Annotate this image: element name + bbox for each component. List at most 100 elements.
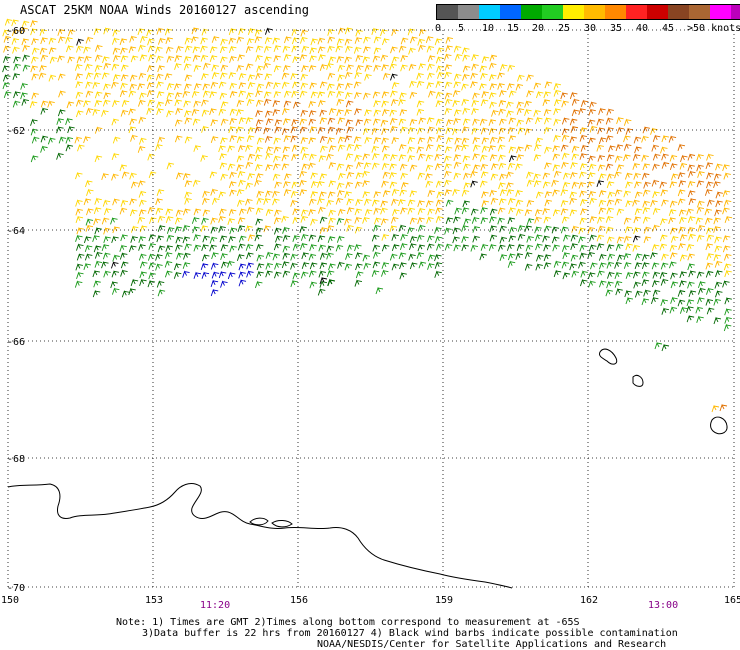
wind-barb xyxy=(571,145,580,153)
wind-barb xyxy=(508,117,517,125)
coastline xyxy=(7,348,728,589)
wind-barb xyxy=(337,208,346,216)
wind-barb xyxy=(238,279,247,287)
wind-barb xyxy=(355,54,363,62)
wind-barb xyxy=(128,244,137,253)
wind-barb xyxy=(509,154,517,163)
wind-barb xyxy=(696,206,705,214)
wind-barb xyxy=(461,243,469,252)
wind-barb xyxy=(111,270,120,278)
wind-barb xyxy=(155,253,163,261)
wind-barb xyxy=(119,252,128,260)
wind-barb xyxy=(723,323,732,332)
wind-barb xyxy=(345,163,354,172)
wind-barb xyxy=(715,163,723,171)
wind-barb xyxy=(687,153,696,161)
wind-barb xyxy=(553,107,561,116)
wind-barb xyxy=(236,135,245,144)
wind-barb xyxy=(399,108,408,116)
wind-barb xyxy=(380,28,388,37)
wind-barb xyxy=(598,173,607,181)
wind-barb xyxy=(391,188,400,196)
lon-label: 162 xyxy=(580,595,598,606)
wind-barb xyxy=(381,100,389,108)
wind-barb xyxy=(255,218,263,226)
wind-barb xyxy=(696,271,705,279)
wind-barb xyxy=(344,108,352,117)
wind-barb xyxy=(11,37,20,45)
wind-barb xyxy=(641,297,650,306)
wind-barb xyxy=(453,45,462,53)
wind-barb xyxy=(616,126,625,135)
wind-barb xyxy=(491,162,499,171)
wind-barb xyxy=(93,244,102,253)
wind-barb xyxy=(535,242,543,251)
wind-barb xyxy=(614,171,622,179)
wind-barb xyxy=(336,55,345,63)
wind-barb xyxy=(544,80,553,89)
wind-barb xyxy=(542,181,551,189)
wind-barb xyxy=(407,28,416,36)
wind-barb xyxy=(121,171,130,179)
wind-barb xyxy=(174,62,182,70)
wind-barb xyxy=(346,143,355,151)
wind-barb xyxy=(273,242,282,251)
wind-barb xyxy=(598,136,607,145)
wind-barb xyxy=(516,101,524,109)
wind-barb xyxy=(228,27,237,36)
wind-barb xyxy=(660,262,669,270)
wind-barb xyxy=(281,154,290,162)
wind-barb xyxy=(652,153,661,161)
wind-barb xyxy=(210,279,219,287)
scale-swatch xyxy=(458,5,479,19)
wind-barb xyxy=(254,233,262,242)
wind-barb xyxy=(706,180,714,189)
wind-barb xyxy=(535,116,543,125)
wind-barb xyxy=(219,161,228,170)
wind-barb xyxy=(353,80,362,89)
wind-barb xyxy=(166,55,175,63)
wind-barb xyxy=(256,197,264,205)
wind-barb xyxy=(605,226,614,234)
wind-barb xyxy=(335,45,343,53)
wind-barb xyxy=(309,46,317,55)
wind-barb xyxy=(291,90,299,98)
scale-label: >50 knots xyxy=(687,23,740,34)
wind-barb xyxy=(632,199,640,207)
wind-barb xyxy=(724,215,733,224)
wind-barb xyxy=(398,198,406,207)
wind-barb xyxy=(102,99,111,107)
wind-barb xyxy=(436,191,444,199)
wind-barb xyxy=(463,181,471,190)
wind-barb xyxy=(706,171,714,180)
wind-barb xyxy=(589,101,597,109)
wind-barb xyxy=(380,54,389,62)
wind-barb xyxy=(218,215,226,223)
wind-barb xyxy=(408,47,416,55)
wind-barb xyxy=(281,215,289,223)
wind-barb xyxy=(713,316,722,325)
wind-barb xyxy=(381,244,390,252)
wind-barb xyxy=(434,153,442,161)
wind-barb xyxy=(328,217,336,225)
wind-barb xyxy=(724,316,732,324)
wind-barb xyxy=(83,135,91,144)
wind-barb xyxy=(381,137,389,145)
wind-barb xyxy=(67,29,76,37)
wind-barb xyxy=(328,107,337,115)
wind-barb xyxy=(624,172,633,180)
wind-barb xyxy=(488,118,497,126)
wind-barb xyxy=(284,90,292,98)
wind-barb xyxy=(623,217,632,225)
wind-barb xyxy=(481,90,489,98)
wind-barb xyxy=(542,98,551,107)
wind-barb xyxy=(201,109,210,117)
wind-barb xyxy=(247,172,255,180)
wind-barb xyxy=(687,281,695,289)
wind-barb xyxy=(2,74,11,82)
wind-barb xyxy=(292,216,300,224)
wind-barb xyxy=(614,280,623,288)
wind-barb xyxy=(164,98,173,106)
wind-barb xyxy=(561,100,569,108)
